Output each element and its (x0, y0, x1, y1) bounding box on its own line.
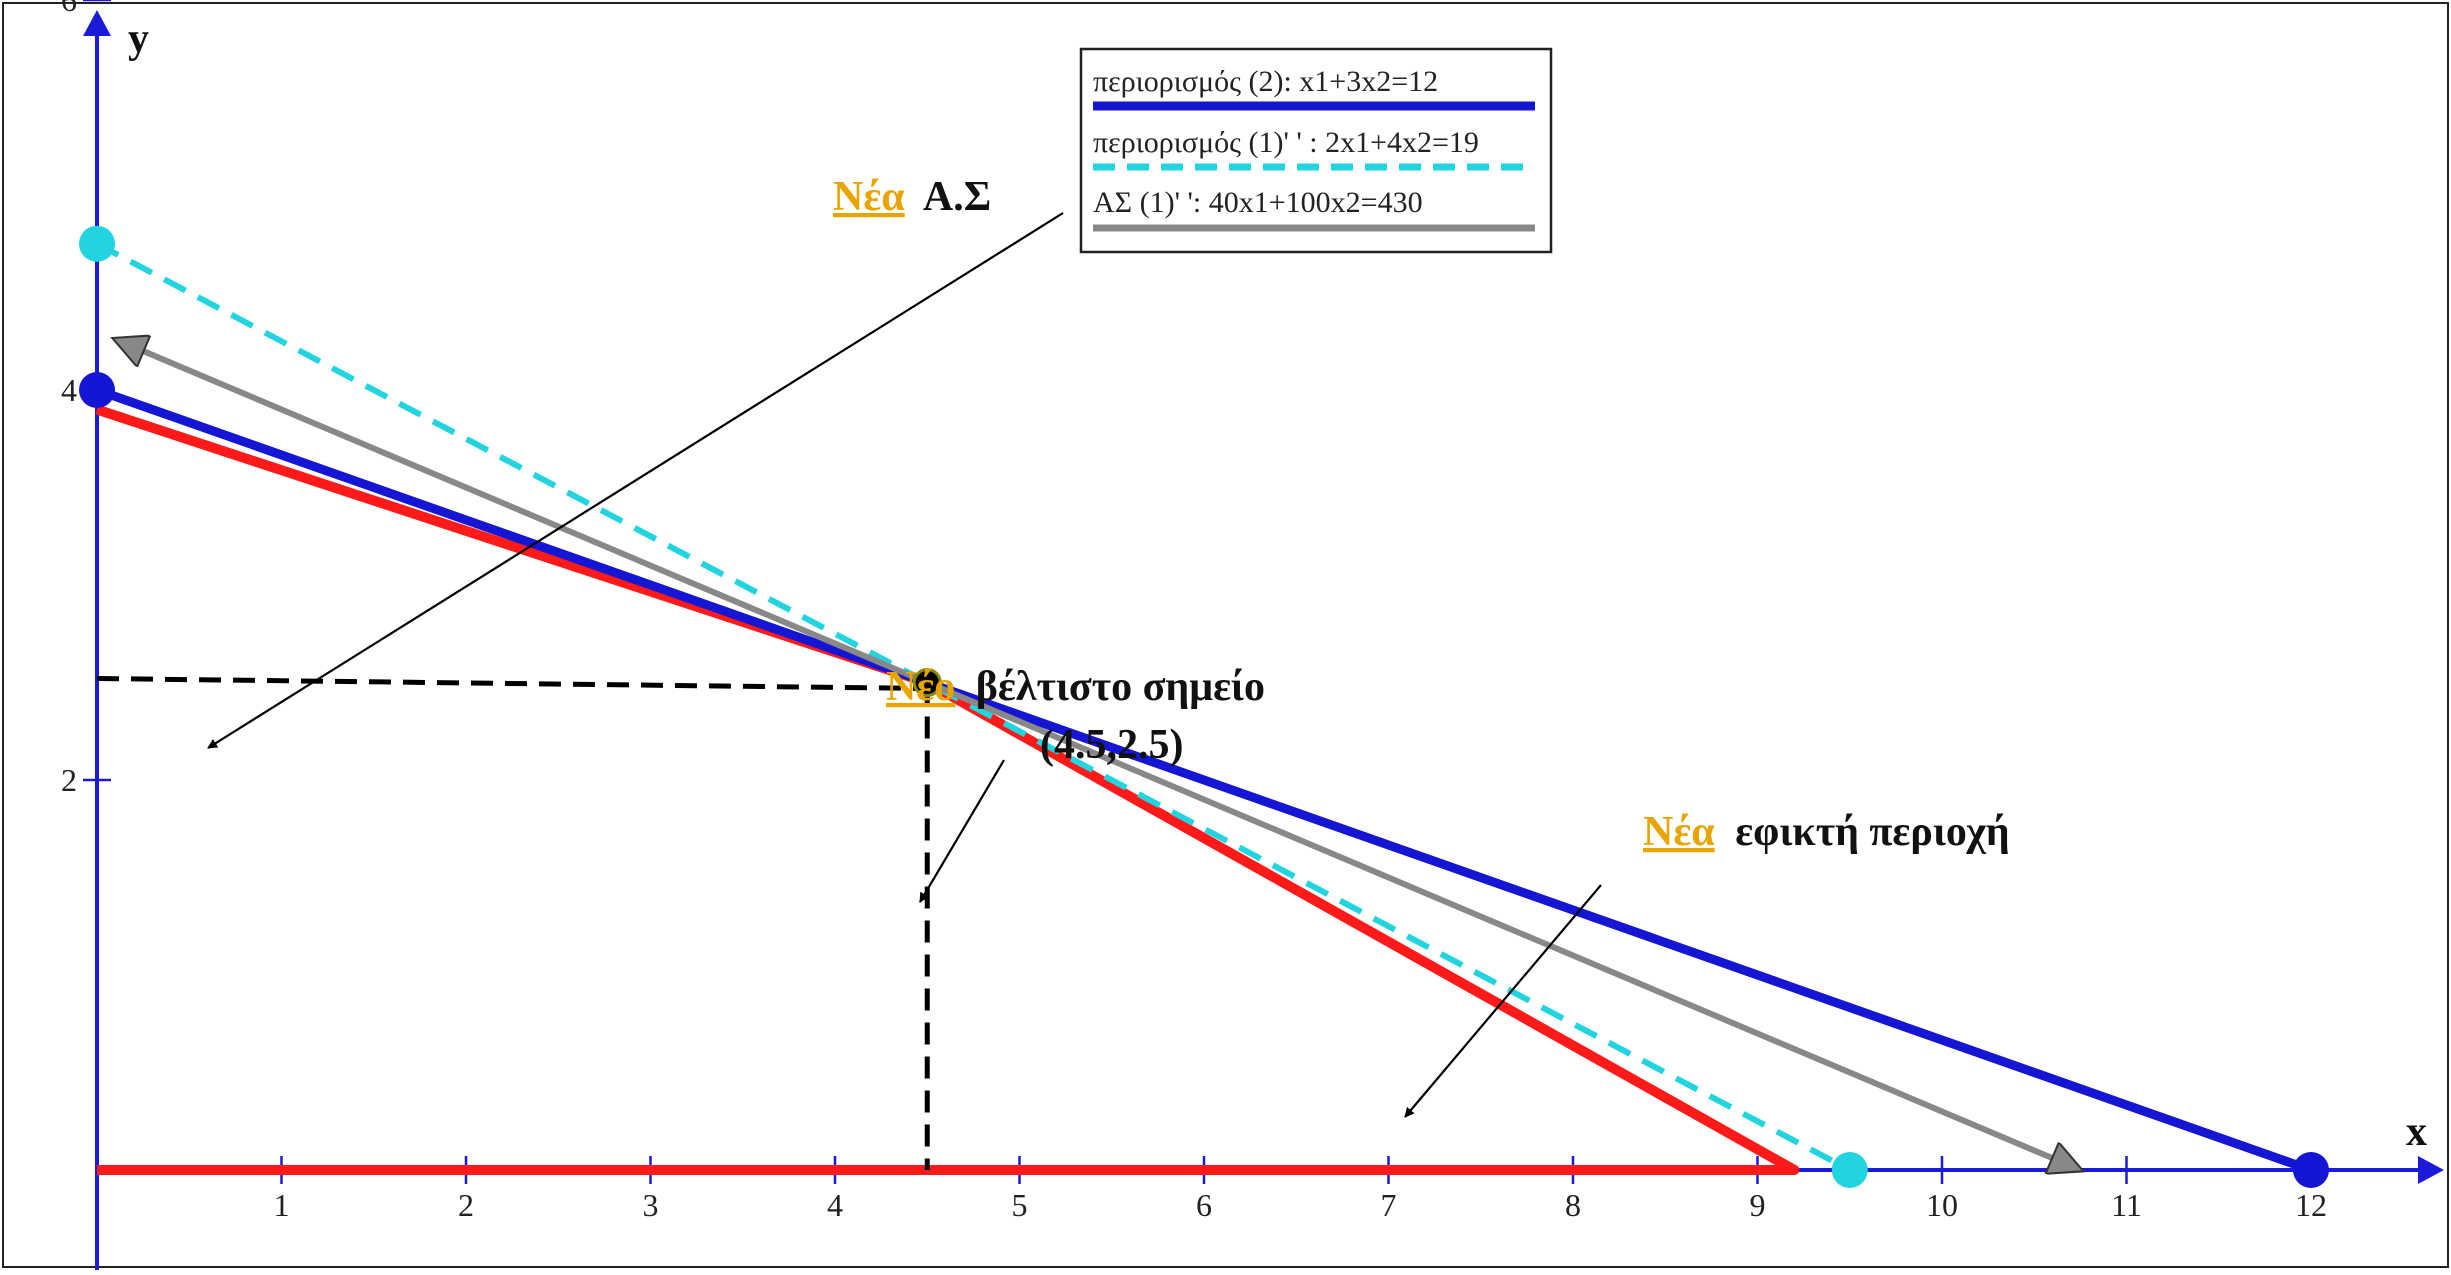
y-axis-label: y (128, 16, 149, 62)
optimal-guide-horizontal (96, 676, 928, 691)
x-tick-label-9: 9 (1750, 1187, 1766, 1223)
annotation-optimum-label: βέλτιστο σημείο (976, 664, 1265, 710)
legend-label-objective: ΑΣ (1)' ': 40x1+100x2=430 (1093, 186, 1423, 219)
constraint-1-line-endpoint-1 (1831, 1152, 1868, 1188)
annotation-objective-arrow (207, 212, 1064, 749)
x-tick-label-11: 11 (2111, 1187, 2142, 1223)
legend-label-constraint-2: περιορισμός (2): x1+3x2=12 (1093, 65, 1438, 98)
feasible-region (95, 404, 1800, 1175)
x-tick-label-12: 12 (2295, 1187, 2327, 1223)
x-tick-label-8: 8 (1565, 1187, 1581, 1223)
annotation-region-label: εφικτή περιοχή (1735, 809, 2009, 855)
annotation-objective-highlight: Νέα (833, 174, 905, 220)
annotation-region: Νέα εφικτή περιοχή (1404, 809, 2010, 1118)
x-tick-label-2: 2 (458, 1187, 474, 1223)
optimal-guides (96, 676, 930, 1170)
annotation-optimum-text: Νέο βέλτιστο σημείο (886, 664, 1265, 710)
x-tick-label-7: 7 (1381, 1187, 1397, 1223)
y-tick-label-2: 2 (61, 762, 77, 798)
series-layer (95, 241, 2313, 1175)
annotation-objective-text: Νέα Α.Σ (833, 174, 991, 220)
x-axis-label: x (2406, 1109, 2427, 1155)
constraint-2-line-endpoint-0 (79, 372, 115, 408)
constraint-2-line (95, 385, 2313, 1175)
annotation-region-arrow (1404, 884, 1602, 1118)
constraint-2-line-endpoint-1 (2293, 1152, 2329, 1188)
x-tick-label-4: 4 (827, 1187, 843, 1223)
x-tick-label-10: 10 (1926, 1187, 1958, 1223)
annotation-objective-label: Α.Σ (923, 174, 991, 220)
annotation-optimum: Νέο βέλτιστο σημείο (4.5,2.5) (886, 664, 1265, 903)
x-axis-arrowhead (2418, 1156, 2444, 1184)
y-tick-label-6: 6 (61, 0, 77, 18)
annotation-optimum-highlight: Νέο (886, 664, 955, 710)
constraint-1-line-endpoint-0 (79, 225, 115, 262)
legend: περιορισμός (2): x1+3x2=12 περιορισμός (… (1079, 47, 1553, 254)
annotation-region-text: Νέα εφικτή περιοχή (1643, 809, 2010, 855)
annotation-objective: Νέα Α.Σ (207, 174, 1064, 749)
optimal-point (912, 668, 942, 697)
annotation-optimum-arrow (919, 759, 1005, 903)
x-tick-label-6: 6 (1196, 1187, 1212, 1223)
x-tick-label-3: 3 (643, 1187, 659, 1223)
legend-label-constraint-1: περιορισμός (1)' ' : 2x1+4x2=19 (1093, 126, 1479, 159)
points-layer (79, 225, 2329, 1188)
feasible-region-outline (95, 404, 1800, 1175)
objective-line (115, 339, 2080, 1170)
annotation-optimum-coords: (4.5,2.5) (1040, 722, 1183, 768)
annotation-region-highlight: Νέα (1643, 809, 1715, 855)
x-tick-label-1: 1 (274, 1187, 290, 1223)
x-tick-label-5: 5 (1012, 1187, 1028, 1223)
y-tick-label-4: 4 (61, 372, 77, 408)
y-axis-arrowhead (83, 10, 111, 36)
constraint-1-line (95, 241, 1852, 1173)
legend-box (1079, 47, 1553, 254)
